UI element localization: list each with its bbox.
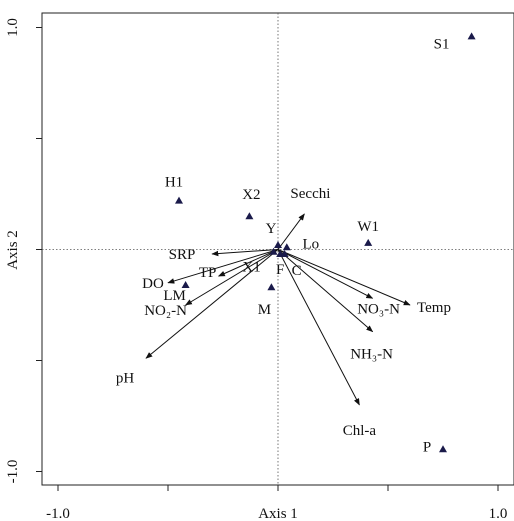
site-label: X1 [242, 260, 260, 276]
vector-label: NH₃-N [350, 347, 393, 363]
vector-label: DO [142, 276, 164, 292]
vector-label: Temp [417, 300, 451, 316]
x-axis-label: Axis 1 [258, 506, 298, 521]
vector-arrow [167, 249, 279, 284]
vector-arrow [277, 249, 411, 306]
site-marker [467, 32, 476, 40]
site-label: S1 [434, 36, 450, 52]
site-label: H1 [165, 175, 183, 191]
vector-arrow [277, 249, 374, 299]
site-label: F [276, 262, 284, 278]
site-marker [175, 196, 183, 204]
site-marker [181, 281, 190, 289]
site-label: LM [163, 288, 186, 304]
y-axis-label: Axis 2 [5, 230, 21, 270]
site-label: P [423, 439, 431, 455]
vector-arrow [277, 213, 305, 250]
vector-arrow [277, 249, 374, 333]
axis-ticks [36, 27, 499, 491]
vector-label: Chl-a [343, 423, 377, 439]
vector-label: NO₂-N [144, 303, 187, 319]
vector-label: TP [199, 265, 217, 281]
site-marker [269, 247, 278, 255]
vector-label: NO₃-N [357, 301, 400, 317]
site-marker [439, 445, 447, 453]
y-tick-label: -1.0 [5, 460, 21, 484]
site-marker [280, 249, 289, 257]
environment-vectors: Secchi SRP DO TP NO₂-N pH NO₃-N Temp NH₃-N Chl-a [116, 186, 451, 439]
site-marker [282, 243, 291, 251]
site-markers: S1 H1 X2 W1 Y Lo X1 F C LM M P [163, 32, 476, 455]
vector-arrow [217, 249, 279, 277]
x-tick-label: 1.0 [489, 506, 508, 521]
site-marker [274, 241, 282, 249]
x-tick-label: -1.0 [46, 506, 70, 521]
site-label: X2 [242, 187, 260, 203]
y-tick-label: 1.0 [5, 18, 21, 37]
vector-label: Secchi [290, 186, 330, 202]
site-marker [364, 238, 373, 246]
vector-label: pH [116, 370, 135, 386]
site-label: C [292, 263, 302, 279]
site-marker [267, 283, 276, 291]
vector-arrow [184, 249, 279, 306]
vector-arrow [277, 249, 360, 406]
tick-labels: -1.0 1.0 1.0 -1.0 [5, 18, 507, 521]
vector-label: SRP [169, 247, 196, 263]
site-label: Y [266, 221, 277, 237]
site-label: Lo [302, 236, 319, 252]
vector-arrow [145, 249, 279, 359]
site-label: W1 [357, 219, 379, 235]
vector-arrow [211, 249, 279, 257]
site-label: M [258, 302, 271, 318]
site-marker [245, 212, 254, 220]
